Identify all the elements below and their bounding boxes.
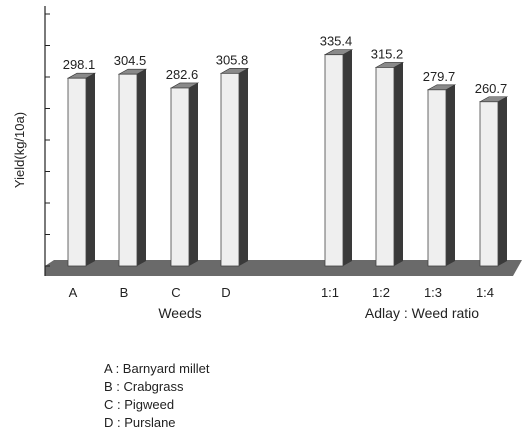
bar-A — [66, 72, 97, 267]
bars — [66, 49, 509, 267]
y-axis-label: Yield(kg/10a) — [12, 112, 27, 188]
bar-front — [118, 73, 138, 267]
bar-side — [239, 68, 248, 266]
legend-item-c: C : Pigweed — [104, 397, 175, 412]
bar-1:4 — [478, 96, 509, 267]
value-label: 298.1 — [63, 57, 96, 72]
bar-side — [498, 96, 507, 266]
bar-side — [137, 69, 146, 266]
value-label: 279.7 — [423, 69, 456, 84]
value-label: 282.6 — [166, 67, 199, 82]
value-label: 304.5 — [114, 53, 147, 68]
bar-side — [86, 73, 95, 267]
bar-side — [446, 84, 455, 266]
bar-side — [343, 49, 352, 267]
bar-side — [394, 62, 403, 267]
group-label: Adlay : Weed ratio — [365, 305, 479, 321]
bar-front — [427, 89, 447, 267]
category-label: 1:2 — [372, 285, 390, 300]
bar-front — [220, 72, 240, 267]
category-label: 1:3 — [424, 285, 442, 300]
category-label: 1:1 — [321, 285, 339, 300]
bar-D — [219, 68, 250, 267]
bar-front — [324, 54, 344, 267]
category-label: A — [69, 285, 78, 300]
bar-C — [169, 82, 200, 267]
value-label: 335.4 — [320, 34, 353, 49]
group-label: Weeds — [158, 305, 201, 321]
legend: A : Barnyard millet B : Crabgrass C : Pi… — [104, 360, 210, 432]
bar-1:3 — [426, 84, 457, 267]
chart-floor — [45, 260, 522, 276]
value-label: 260.7 — [475, 81, 508, 96]
floor-slab — [45, 260, 522, 276]
bar-front — [479, 101, 499, 267]
bar-front — [375, 67, 395, 267]
bar-front — [170, 87, 190, 267]
legend-item-a: A : Barnyard millet — [104, 361, 210, 376]
category-label: B — [120, 285, 129, 300]
bar-front — [67, 77, 87, 267]
bar-1:1 — [323, 49, 354, 267]
category-label: D — [221, 285, 230, 300]
y-axis: Yield(kg/10a) — [12, 6, 50, 276]
value-label: 315.2 — [371, 46, 404, 61]
category-label: C — [171, 285, 180, 300]
bar-B — [117, 68, 148, 267]
bar-1:2 — [374, 62, 405, 267]
value-label: 305.8 — [216, 52, 249, 67]
category-label: 1:4 — [476, 285, 494, 300]
labels: 298.1 A 304.5 B 282.6 C 305.8 D Weeds 335.4 1:1 315… — [63, 34, 508, 321]
legend-item-b: B : Crabgrass — [104, 379, 184, 394]
legend-item-d: D : Purslane — [104, 415, 176, 430]
bar-side — [189, 82, 198, 266]
